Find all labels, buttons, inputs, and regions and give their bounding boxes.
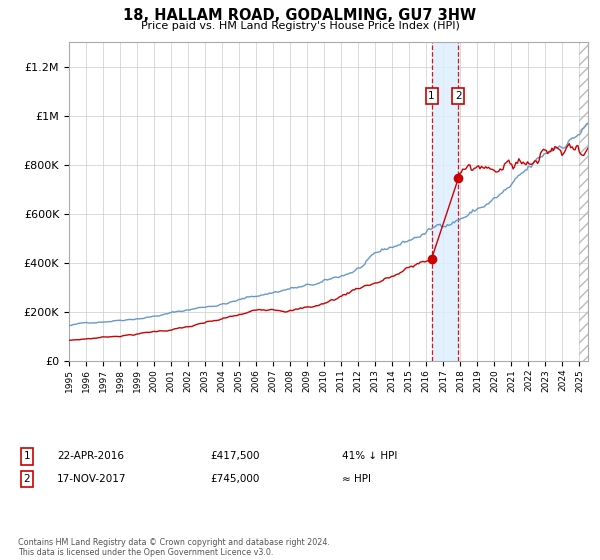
Text: 2: 2 [455,91,461,101]
Bar [580,42,588,361]
Legend: 18, HALLAM ROAD, GODALMING, GU7 3HW (detached house), HPI: Average price, detach: 18, HALLAM ROAD, GODALMING, GU7 3HW (det… [23,376,391,416]
Text: 22-APR-2016: 22-APR-2016 [57,451,124,461]
Text: £417,500: £417,500 [210,451,260,461]
Text: 1: 1 [23,451,31,461]
Text: Contains HM Land Registry data © Crown copyright and database right 2024.
This d: Contains HM Land Registry data © Crown c… [18,538,330,557]
Text: 1: 1 [428,91,435,101]
Text: ≈ HPI: ≈ HPI [342,474,371,484]
Text: Price paid vs. HM Land Registry's House Price Index (HPI): Price paid vs. HM Land Registry's House … [140,21,460,31]
Text: £745,000: £745,000 [210,474,259,484]
Bar [431,42,458,361]
Text: 41% ↓ HPI: 41% ↓ HPI [342,451,397,461]
Text: 18, HALLAM ROAD, GODALMING, GU7 3HW: 18, HALLAM ROAD, GODALMING, GU7 3HW [124,8,476,24]
Text: 2: 2 [23,474,31,484]
Text: 17-NOV-2017: 17-NOV-2017 [57,474,127,484]
